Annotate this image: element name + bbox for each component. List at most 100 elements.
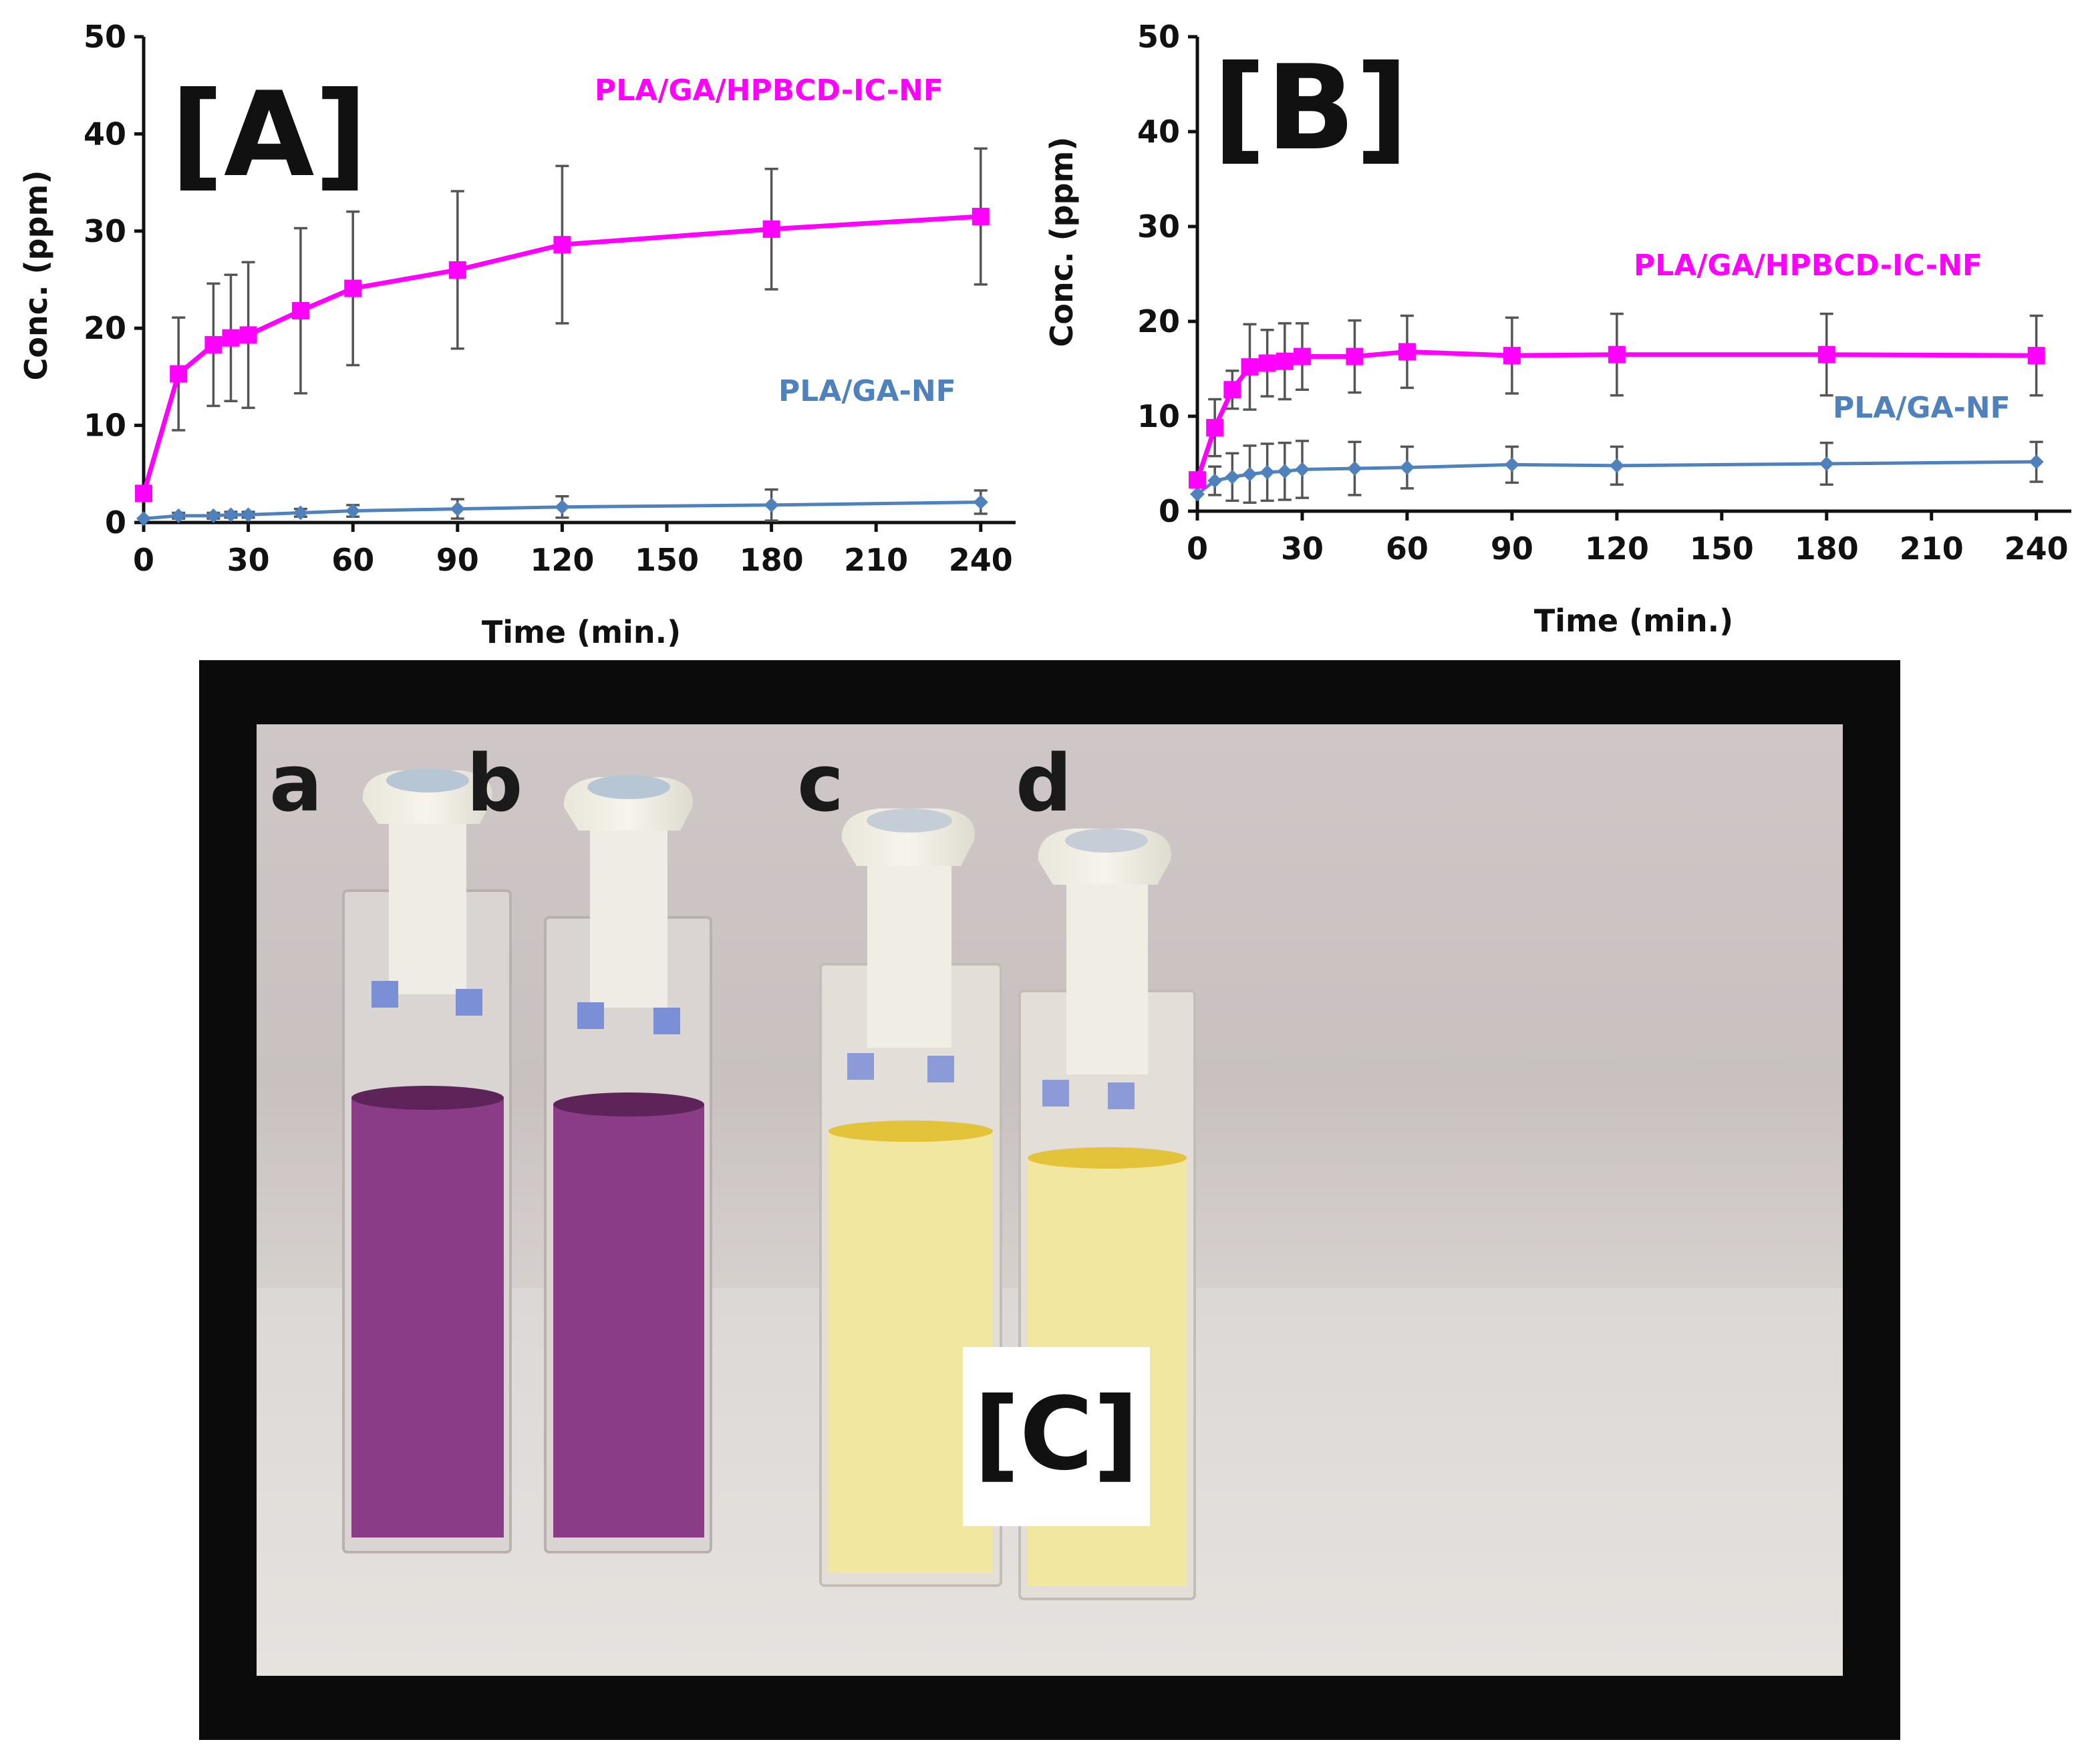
data-point-ic-a: [344, 279, 362, 297]
data-point-ga-b: [2029, 454, 2044, 470]
chart-b: [B] Conc. (ppm) Time (min.) PLA/GA/HPBCD…: [1044, 19, 2071, 639]
data-point-ic-b: [1293, 347, 1311, 365]
x-tick-label-a: 150: [635, 542, 699, 578]
x-axis-title-b: Time (min.): [1534, 603, 1733, 639]
data-point-ic-b: [1223, 381, 1241, 399]
data-point-ic-b: [1241, 358, 1259, 376]
photo-panel-label: [C]: [974, 1376, 1139, 1493]
data-point-ic-a: [222, 329, 240, 347]
cuvette-label-a: a: [269, 737, 323, 829]
x-tick-label-a: 180: [740, 542, 804, 578]
data-point-ic-a: [170, 365, 188, 383]
data-point-ga-b: [1225, 469, 1240, 484]
data-point-ga-b: [1242, 466, 1257, 482]
y-tick-label-b: 30: [1137, 208, 1180, 245]
x-tick-label-a: 60: [331, 542, 374, 578]
data-point-ga-b: [1504, 457, 1519, 472]
chart-a: [A] Conc. (ppm) Time (min.) PLA/GA/HPBCD…: [18, 19, 1016, 650]
data-point-ga-b: [1207, 473, 1223, 488]
x-tick-label-b: 0: [1187, 531, 1208, 567]
x-tick-label-a: 90: [436, 542, 479, 578]
data-point-ic-b: [1206, 419, 1224, 437]
data-point-ga-b: [1609, 458, 1624, 473]
cuvette-label-b: b: [466, 737, 523, 829]
x-tick-label-a: 210: [844, 542, 908, 578]
x-tick-label-a: 0: [133, 542, 154, 578]
data-point-ic-b: [1276, 352, 1294, 370]
x-tick-label-b: 30: [1281, 531, 1324, 567]
data-point-ic-a: [972, 207, 990, 225]
y-axis-title-a: Conc. (ppm): [18, 170, 54, 381]
data-point-ga-a: [345, 503, 361, 519]
x-tick-label-b: 150: [1690, 531, 1754, 567]
x-tick-label-b: 120: [1585, 531, 1649, 567]
y-tick-label-a: 50: [84, 19, 126, 55]
series-label-ic-b: PLA/GA/HPBCD-IC-NF: [1634, 249, 1982, 283]
panel-label-a: [A]: [170, 67, 367, 203]
panel-label-b: [B]: [1213, 41, 1408, 176]
cuvette-a: a: [269, 737, 512, 1554]
y-tick-label-b: 10: [1137, 398, 1180, 434]
x-tick-label-a: 120: [530, 542, 594, 578]
x-axis-title-a: Time (min.): [482, 614, 681, 650]
data-point-ga-a: [555, 499, 570, 514]
x-tick-label-b: 90: [1491, 531, 1533, 567]
data-point-ga-b: [1190, 486, 1205, 502]
y-tick-label-a: 40: [84, 116, 126, 152]
photo-label-box: [963, 1347, 1150, 1526]
x-tick-label-a: 30: [227, 542, 270, 578]
data-point-ga-a: [136, 511, 151, 527]
data-point-ga-a: [223, 507, 239, 523]
cuvette-photo: a b c d [C]: [199, 660, 1900, 1740]
data-point-ga-a: [171, 508, 186, 523]
data-point-ga-a: [973, 494, 988, 510]
cuvette-label-d: d: [1016, 737, 1072, 829]
series-label-ga-a: PLA/GA-NF: [778, 374, 956, 408]
data-point-ga-a: [241, 507, 256, 523]
data-point-ic-b: [1503, 347, 1521, 365]
series-label-ga-b: PLA/GA-NF: [1833, 391, 2011, 425]
data-point-ga-a: [206, 508, 221, 523]
data-point-ic-a: [448, 261, 466, 279]
data-point-ic-b: [1346, 347, 1364, 365]
x-tick-label-b: 60: [1386, 531, 1429, 567]
data-point-ic-b: [1258, 354, 1276, 372]
y-tick-label-b: 40: [1137, 114, 1180, 150]
data-point-ga-a: [764, 497, 779, 512]
data-point-ic-b: [1817, 345, 1835, 363]
y-axis-title-b: Conc. (ppm): [1044, 137, 1080, 347]
data-point-ga-b: [1819, 456, 1834, 471]
cuvette-b: b: [466, 737, 712, 1554]
data-point-ga-a: [293, 505, 308, 521]
y-tick-label-b: 50: [1137, 19, 1180, 55]
x-tick-label-b: 210: [1900, 531, 1964, 567]
cuvette-c: c: [797, 737, 1002, 1587]
x-tick-label-b: 240: [2004, 531, 2069, 567]
data-point-ic-a: [204, 335, 222, 353]
data-point-ic-a: [291, 302, 309, 320]
data-point-ga-b: [1399, 460, 1415, 475]
y-tick-label-b: 20: [1137, 303, 1180, 339]
data-point-ic-b: [1398, 343, 1416, 361]
y-tick-label-b: 0: [1159, 493, 1180, 529]
data-point-ga-b: [1294, 462, 1310, 477]
data-point-ic-a: [553, 236, 571, 254]
series-label-ic-a: PLA/GA/HPBCD-IC-NF: [595, 74, 943, 108]
data-point-ga-b: [1347, 461, 1362, 476]
data-point-ic-b: [1608, 345, 1626, 363]
data-point-ic-a: [762, 220, 780, 238]
y-tick-label-a: 10: [84, 408, 126, 444]
data-point-ic-b: [1189, 471, 1206, 489]
x-tick-label-b: 180: [1795, 531, 1859, 567]
data-point-ga-b: [1277, 464, 1292, 479]
data-point-ga-a: [450, 501, 465, 517]
y-tick-label-a: 20: [84, 310, 126, 346]
data-point-ic-a: [135, 484, 152, 502]
data-point-ic-a: [239, 326, 257, 344]
data-point-ic-b: [2027, 347, 2045, 365]
y-tick-label-a: 30: [84, 213, 126, 249]
x-tick-label-a: 240: [949, 542, 1013, 578]
data-point-ga-b: [1259, 464, 1275, 480]
cuvette-label-c: c: [797, 737, 844, 829]
y-tick-label-a: 0: [105, 504, 126, 541]
